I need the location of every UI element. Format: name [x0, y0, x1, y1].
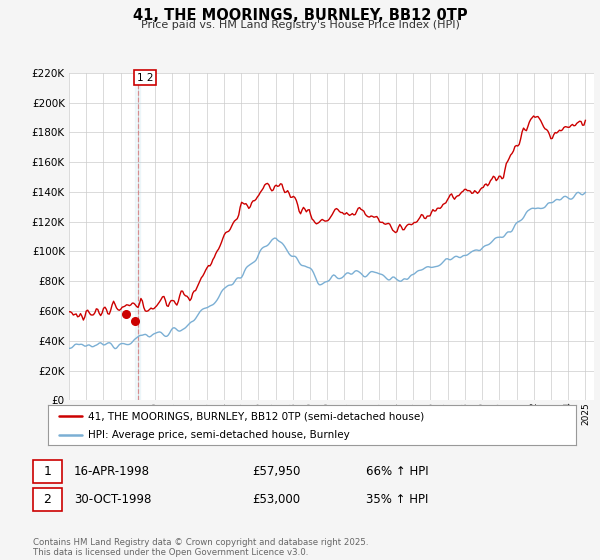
Text: 2: 2	[43, 493, 52, 506]
Text: £53,000: £53,000	[252, 493, 300, 506]
Bar	[135, 73, 140, 400]
Text: 1 2: 1 2	[137, 73, 154, 83]
Text: 30-OCT-1998: 30-OCT-1998	[74, 493, 151, 506]
Text: 41, THE MOORINGS, BURNLEY, BB12 0TP: 41, THE MOORINGS, BURNLEY, BB12 0TP	[133, 8, 467, 24]
Text: HPI: Average price, semi-detached house, Burnley: HPI: Average price, semi-detached house,…	[88, 430, 349, 440]
Text: Price paid vs. HM Land Registry's House Price Index (HPI): Price paid vs. HM Land Registry's House …	[140, 20, 460, 30]
Text: 66% ↑ HPI: 66% ↑ HPI	[366, 465, 428, 478]
Text: £57,950: £57,950	[252, 465, 301, 478]
Text: 41, THE MOORINGS, BURNLEY, BB12 0TP (semi-detached house): 41, THE MOORINGS, BURNLEY, BB12 0TP (sem…	[88, 411, 424, 421]
Text: Contains HM Land Registry data © Crown copyright and database right 2025.
This d: Contains HM Land Registry data © Crown c…	[33, 538, 368, 557]
Text: 1: 1	[43, 465, 52, 478]
Text: 16-APR-1998: 16-APR-1998	[74, 465, 150, 478]
Text: 35% ↑ HPI: 35% ↑ HPI	[366, 493, 428, 506]
